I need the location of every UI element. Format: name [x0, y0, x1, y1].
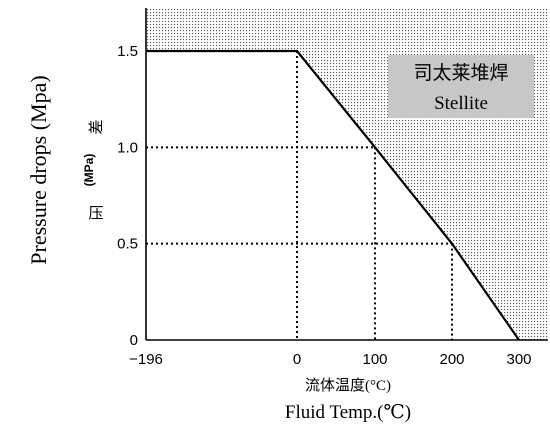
x-axis-label-english: Fluid Temp.(℃) — [285, 402, 411, 423]
x-tick-label: 300 — [506, 351, 531, 368]
x-tick-labels: −196 0 100 200 300 — [129, 351, 531, 368]
y-tick-label: 0 — [130, 332, 138, 349]
x-axis-label-chinese: 流体温度(°C) — [305, 377, 391, 394]
y-axis-label-english: Pressure drops (Mpa) — [26, 75, 51, 264]
x-tick-label: 200 — [439, 351, 464, 368]
annotation-english: Stellite — [434, 93, 488, 114]
y-tick-label: 1.5 — [117, 43, 138, 60]
y-axis-label-chinese-1: 压 — [88, 205, 103, 222]
pressure-limit-line — [146, 49, 520, 341]
y-axis-label-chinese-2: 差 — [88, 119, 105, 134]
x-tick-label: 100 — [362, 351, 387, 368]
y-axis-label-unit: (MPa) — [82, 154, 96, 187]
x-tick-label: 0 — [293, 351, 301, 368]
annotation-chinese: 司太莱堆焊 — [413, 62, 508, 84]
x-tick-label: −196 — [129, 351, 163, 368]
y-tick-label: 1.0 — [117, 139, 138, 156]
stellite-label-box — [388, 55, 534, 118]
y-tick-labels: 0 0.5 1.0 1.5 — [117, 43, 138, 349]
y-tick-label: 0.5 — [117, 236, 138, 253]
